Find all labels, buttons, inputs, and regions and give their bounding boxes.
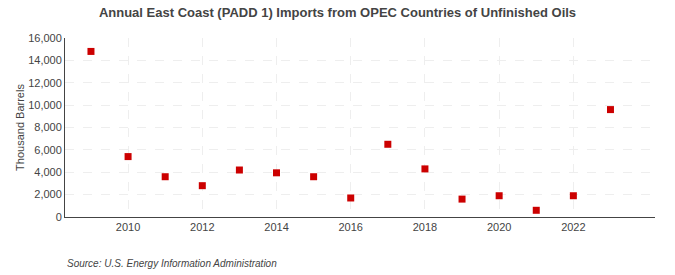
svg-text:Annual East Coast (PADD 1) Imp: Annual East Coast (PADD 1) Imports from … [99, 5, 576, 20]
svg-text:2012: 2012 [190, 221, 214, 233]
svg-text:2018: 2018 [413, 221, 437, 233]
svg-text:12,000: 12,000 [28, 77, 62, 89]
svg-text:Thousand Barrels: Thousand Barrels [14, 84, 26, 171]
svg-text:2022: 2022 [561, 221, 585, 233]
svg-text:14,000: 14,000 [28, 54, 62, 66]
svg-text:4,000: 4,000 [34, 166, 62, 178]
svg-text:0: 0 [56, 211, 62, 223]
svg-text:2010: 2010 [116, 221, 140, 233]
svg-text:2016: 2016 [338, 221, 362, 233]
svg-text:2,000: 2,000 [34, 188, 62, 200]
svg-text:2014: 2014 [264, 221, 288, 233]
svg-text:10,000: 10,000 [28, 99, 62, 111]
svg-text:16,000: 16,000 [28, 32, 62, 44]
svg-text:8,000: 8,000 [34, 121, 62, 133]
svg-text:Source: U.S. Energy Informatio: Source: U.S. Energy Information Administ… [67, 258, 277, 269]
svg-text:6,000: 6,000 [34, 144, 62, 156]
svg-text:2020: 2020 [487, 221, 511, 233]
